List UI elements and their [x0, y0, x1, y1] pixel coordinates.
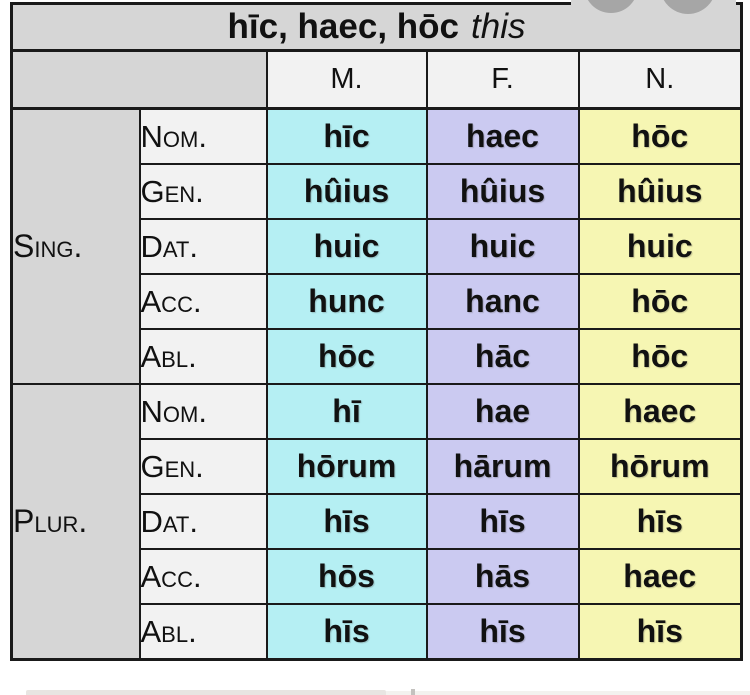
case-label: Acc.: [138, 548, 268, 605]
bottom-bar-divider: [411, 689, 415, 695]
form-plur-nom-m: hī: [265, 383, 428, 440]
case-label: Dat.: [138, 493, 268, 550]
form-sing-acc-m: hunc: [265, 273, 428, 330]
form-sing-nom-m: hīc: [265, 107, 428, 165]
form-plur-dat-m: hīs: [265, 493, 428, 550]
header-masculine: M.: [265, 49, 428, 110]
form-plur-gen-f: hārum: [425, 438, 580, 495]
form-sing-gen-n: hûius: [577, 163, 743, 220]
declension-table: hīc, haec, hōc this M. F. N. Sing. Nom. h…: [10, 2, 743, 661]
title-latin-forms: hīc, haec, hōc: [227, 7, 459, 46]
case-label: Gen.: [138, 438, 268, 495]
case-label: Nom.: [138, 383, 268, 440]
header-feminine: F.: [425, 49, 580, 110]
form-plur-acc-f: hās: [425, 548, 580, 605]
form-plur-nom-n: haec: [577, 383, 743, 440]
form-sing-acc-f: hanc: [425, 273, 580, 330]
table-row: Acc. hunc hanc hōc: [12, 273, 743, 330]
table-row: Dat. huic huic huic: [12, 218, 743, 275]
form-sing-dat-m: huic: [265, 218, 428, 275]
table-row: Dat. hīs hīs hīs: [12, 493, 743, 550]
form-plur-abl-f: hīs: [425, 603, 580, 661]
table-row: Gen. hōrum hārum hōrum: [12, 438, 743, 495]
table-row: Sing. Nom. hīc haec hōc: [10, 107, 743, 385]
form-plur-gen-n: hōrum: [577, 438, 743, 495]
case-label: Acc.: [138, 273, 268, 330]
form-plur-dat-f: hīs: [425, 493, 580, 550]
form-plur-abl-m: hīs: [265, 603, 428, 661]
case-label: Gen.: [138, 163, 268, 220]
declension-table-container: hīc, haec, hōc this M. F. N. Sing. Nom. h…: [10, 2, 743, 661]
group-label-singular: Sing.: [10, 107, 141, 385]
form-sing-abl-f: hāc: [425, 328, 580, 385]
table-row: Abl. hōc hāc hōc: [12, 328, 743, 385]
form-sing-acc-n: hōc: [577, 273, 743, 330]
form-sing-abl-m: hōc: [265, 328, 428, 385]
form-sing-gen-f: hûius: [425, 163, 580, 220]
form-sing-gen-m: hûius: [265, 163, 428, 220]
form-plur-acc-n: haec: [577, 548, 743, 605]
form-plur-dat-n: hīs: [577, 493, 743, 550]
form-sing-dat-f: huic: [425, 218, 580, 275]
form-sing-nom-f: haec: [425, 107, 580, 165]
form-plur-gen-m: hōrum: [265, 438, 428, 495]
header-neuter: N.: [577, 49, 743, 110]
table-row: Gen. hûius hûius hûius: [12, 163, 743, 220]
form-plur-acc-m: hōs: [265, 548, 428, 605]
table-row: Plur. Nom. hī hae haec: [10, 383, 743, 661]
case-label: Dat.: [138, 218, 268, 275]
table-row: Abl. hīs hīs hīs: [12, 603, 743, 661]
corner-cell: [10, 49, 268, 110]
case-label: Abl.: [138, 603, 268, 661]
form-plur-nom-f: hae: [425, 383, 580, 440]
case-label: Nom.: [138, 107, 268, 165]
case-label: Abl.: [138, 328, 268, 385]
table-row: Acc. hōs hās haec: [12, 548, 743, 605]
bottom-cropped-bar-right: [386, 691, 750, 695]
group-label-plural: Plur.: [10, 383, 141, 661]
title-english-gloss: this: [471, 7, 526, 46]
form-sing-nom-n: hōc: [577, 107, 743, 165]
bottom-cropped-bar-left: [26, 690, 386, 695]
form-plur-abl-n: hīs: [577, 603, 743, 661]
form-sing-abl-n: hōc: [577, 328, 743, 385]
form-sing-dat-n: huic: [577, 218, 743, 275]
gender-header-row: M. F. N.: [10, 49, 743, 110]
